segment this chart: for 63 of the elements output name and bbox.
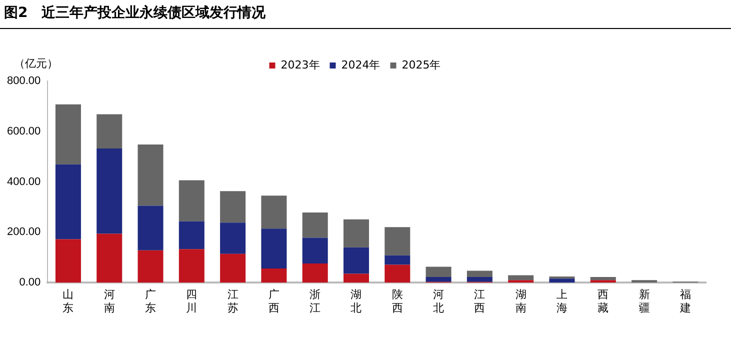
bar bbox=[343, 247, 370, 274]
y-tick-label: 600.00 bbox=[6, 125, 41, 138]
bar bbox=[549, 278, 575, 283]
bar bbox=[138, 206, 164, 250]
x-tick-label: 浙江 bbox=[310, 288, 321, 314]
bar bbox=[178, 180, 204, 222]
x-tick-label: 四川 bbox=[186, 289, 198, 314]
y-tick-label: 0.00 bbox=[19, 276, 41, 289]
bar bbox=[590, 277, 616, 280]
bar bbox=[220, 191, 246, 223]
bar bbox=[96, 148, 122, 234]
legend-label: 2024年 bbox=[341, 58, 380, 72]
bar bbox=[261, 196, 287, 229]
x-tick-label: 西藏 bbox=[598, 289, 609, 314]
bar bbox=[261, 228, 287, 268]
bar bbox=[178, 249, 204, 283]
bar bbox=[426, 277, 452, 282]
bar bbox=[55, 104, 81, 164]
bar bbox=[632, 280, 658, 283]
bar bbox=[508, 275, 534, 280]
x-tick-label: 江西 bbox=[474, 289, 486, 314]
bar bbox=[55, 164, 81, 240]
bar bbox=[302, 238, 328, 264]
x-tick-label: 福建 bbox=[678, 288, 691, 314]
bar bbox=[426, 266, 452, 278]
x-tick-label: 湖北 bbox=[350, 289, 362, 314]
bar bbox=[343, 274, 370, 283]
bar bbox=[384, 264, 410, 283]
y-tick-label: 200.00 bbox=[6, 226, 41, 238]
bar bbox=[466, 277, 492, 282]
y-axis-title: （亿元） bbox=[14, 56, 58, 71]
bar bbox=[138, 144, 164, 206]
bar bbox=[55, 239, 81, 283]
bar bbox=[96, 114, 122, 149]
x-tick-label: 广东 bbox=[145, 288, 156, 314]
bar bbox=[508, 280, 534, 283]
bar bbox=[466, 270, 492, 278]
bar bbox=[96, 234, 122, 283]
x-tick-label: 河北 bbox=[433, 289, 444, 314]
chart-title: 图2 近三年产投企业永续债区域发行情况 bbox=[4, 4, 266, 22]
bar bbox=[178, 221, 204, 250]
x-tick-label: 新疆 bbox=[638, 288, 650, 314]
x-tick-label: 广西 bbox=[268, 288, 280, 314]
y-tick-label: 400.00 bbox=[6, 176, 41, 188]
bar bbox=[590, 280, 616, 283]
legend-label: 2023年 bbox=[280, 58, 320, 72]
bar bbox=[261, 268, 287, 283]
x-tick-label: 陕西 bbox=[392, 289, 403, 314]
bar bbox=[220, 254, 246, 283]
legend-label: 2025年 bbox=[402, 58, 441, 72]
bar bbox=[220, 222, 246, 254]
x-tick-label: 河南 bbox=[104, 289, 115, 314]
y-tick-label: 800.00 bbox=[6, 75, 41, 88]
bar bbox=[384, 255, 410, 265]
x-tick-label: 湖南 bbox=[515, 289, 526, 314]
x-tick-label: 江苏 bbox=[227, 289, 238, 314]
bar bbox=[138, 250, 164, 283]
bar bbox=[302, 263, 328, 283]
bar bbox=[343, 219, 370, 248]
x-tick-label: 山东 bbox=[62, 288, 74, 314]
x-tick-label: 上海 bbox=[556, 288, 568, 314]
bar bbox=[302, 212, 328, 238]
bar bbox=[384, 227, 410, 256]
